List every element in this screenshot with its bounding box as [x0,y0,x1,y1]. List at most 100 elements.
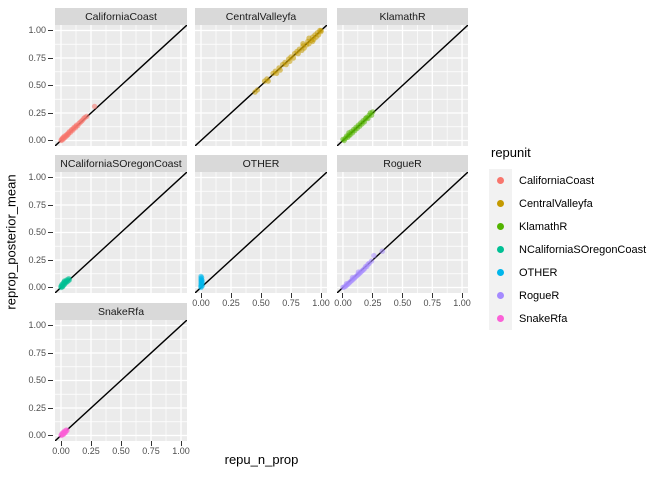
x-axis-tick-label: 0.75 [423,298,442,308]
facet-strip: CentralValleyfa [195,8,327,25]
x-axis-tick-label: 0.50 [112,446,130,456]
y-axis-tick-label: 0.75 [28,347,46,358]
y-axis-tick-label: 0.75 [28,199,46,210]
facet-strip-label: RogueR [383,157,422,170]
facet-strip-label: CentralValleyfa [225,10,297,23]
facet-panel [337,172,468,293]
x-axis-tick-label: 1.00 [312,298,330,308]
legend-entry-label: CentralValleyfa [519,197,593,210]
legend-entry-label: OTHER [519,266,558,279]
legend-entry-label: NCaliforniaSOregonCoast [519,243,647,256]
scatter-points [58,103,98,144]
facet-strip: SnakeRfa [55,303,187,320]
x-axis-tick-label: 0.00 [192,298,210,308]
legend-entry: SnakeRfa [489,307,646,330]
y-axis-tick-mark [48,30,53,31]
legend-entry-label: CaliforniaCoast [519,174,595,187]
legend-key [489,307,512,330]
y-axis-tick-mark [48,85,53,86]
legend-key-dot [497,177,504,184]
y-axis-tick-mark [48,112,53,114]
y-axis-tick-mark [48,325,53,326]
x-axis-tick-mark [342,293,344,298]
scatter-points [340,248,385,291]
x-axis-tick-label: 1.00 [453,298,471,308]
y-axis-tick-mark [48,259,53,261]
legend-entry: KlamathR [489,215,646,238]
facet-strip: NCaliforniaSOregonCoast [55,155,187,172]
legend-key [489,284,512,307]
x-axis-tick-mark [60,441,62,446]
x-axis-tick-label: 0.00 [334,298,352,308]
scatter-points [340,109,376,144]
legend-key [489,169,512,192]
x-axis-tick-label: 0.25 [222,298,240,308]
legend-entry: CentralValleyfa [489,192,646,215]
x-axis-tick-mark [120,441,122,446]
scatter-points [58,276,73,291]
identity-line [55,320,187,441]
y-axis-tick-mark [48,140,53,141]
y-axis-tick-label: 0.00 [28,282,46,292]
y-axis-tick-mark [48,232,53,233]
legend-key-dot [497,269,504,276]
y-axis-tick-label: 0.00 [28,430,46,440]
x-axis-tick-mark [320,293,322,298]
y-axis-tick-label: 0.75 [28,52,46,63]
facet-panel [337,25,468,146]
x-axis-tick-mark [431,293,433,298]
facet-panel [195,25,327,146]
legend-entry-label: KlamathR [519,220,568,233]
x-axis-tick-label: 0.25 [82,446,100,456]
y-axis-tick-label: 1.00 [28,25,46,35]
legend-key [489,192,512,215]
legend-entry: NCaliforniaSOregonCoast [489,238,646,261]
facet-strip: OTHER [195,155,327,172]
legend-entry: CaliforniaCoast [489,169,646,192]
x-axis-tick-label: 0.75 [142,446,160,456]
y-axis-tick-label: 0.50 [28,80,46,90]
scatter-points [58,427,70,439]
y-axis-tick-label: 0.50 [28,375,46,385]
y-axis-tick-label: 1.00 [28,320,46,330]
x-axis-tick-mark [402,293,403,298]
x-axis-tick-label: 0.00 [52,446,70,456]
x-axis-tick-mark [150,441,152,446]
y-axis-tick-label: 0.50 [28,227,46,237]
y-axis-tick-mark [48,57,53,59]
legend-key-dot [497,246,504,253]
facet-strip: KlamathR [337,8,468,25]
facet-panel [195,172,327,293]
facet-strip-label: CaliforniaCoast [85,10,157,23]
legend-key [489,238,512,261]
legend-entry-label: RogueR [519,289,560,302]
x-axis-tick-mark [200,293,202,298]
legend-entry-label: SnakeRfa [519,312,568,325]
y-axis-tick-label: 0.00 [28,135,46,145]
legend-key-dot [497,200,504,207]
facet-strip-label: KlamathR [379,10,426,23]
identity-line [55,172,187,293]
facet-strip: RogueR [337,155,468,172]
y-axis-tick-mark [48,380,53,381]
facet-strip: CaliforniaCoast [55,8,187,25]
legend: repunit CaliforniaCoast CentralValleyfa Kl… [489,145,646,330]
x-axis-tick-mark [372,293,374,298]
x-axis-title: repu_n_prop [224,452,299,467]
y-axis-tick-label: 0.25 [28,254,46,265]
scatter-points [252,27,324,95]
x-axis-tick-mark [290,293,292,298]
y-axis-tick-mark [48,287,53,288]
y-axis-tick-mark [48,204,53,206]
x-axis-tick-label: 1.00 [172,446,190,456]
legend-key-dot [497,315,504,322]
facet-strip-label: OTHER [242,157,280,170]
legend-key [489,215,512,238]
y-axis-tick-mark [48,407,53,409]
x-axis-tick-mark [461,293,463,298]
y-axis-tick-label: 0.25 [28,107,46,118]
legend-title: repunit [491,145,531,160]
x-axis-tick-mark [90,441,92,446]
facet-panel [55,320,187,441]
